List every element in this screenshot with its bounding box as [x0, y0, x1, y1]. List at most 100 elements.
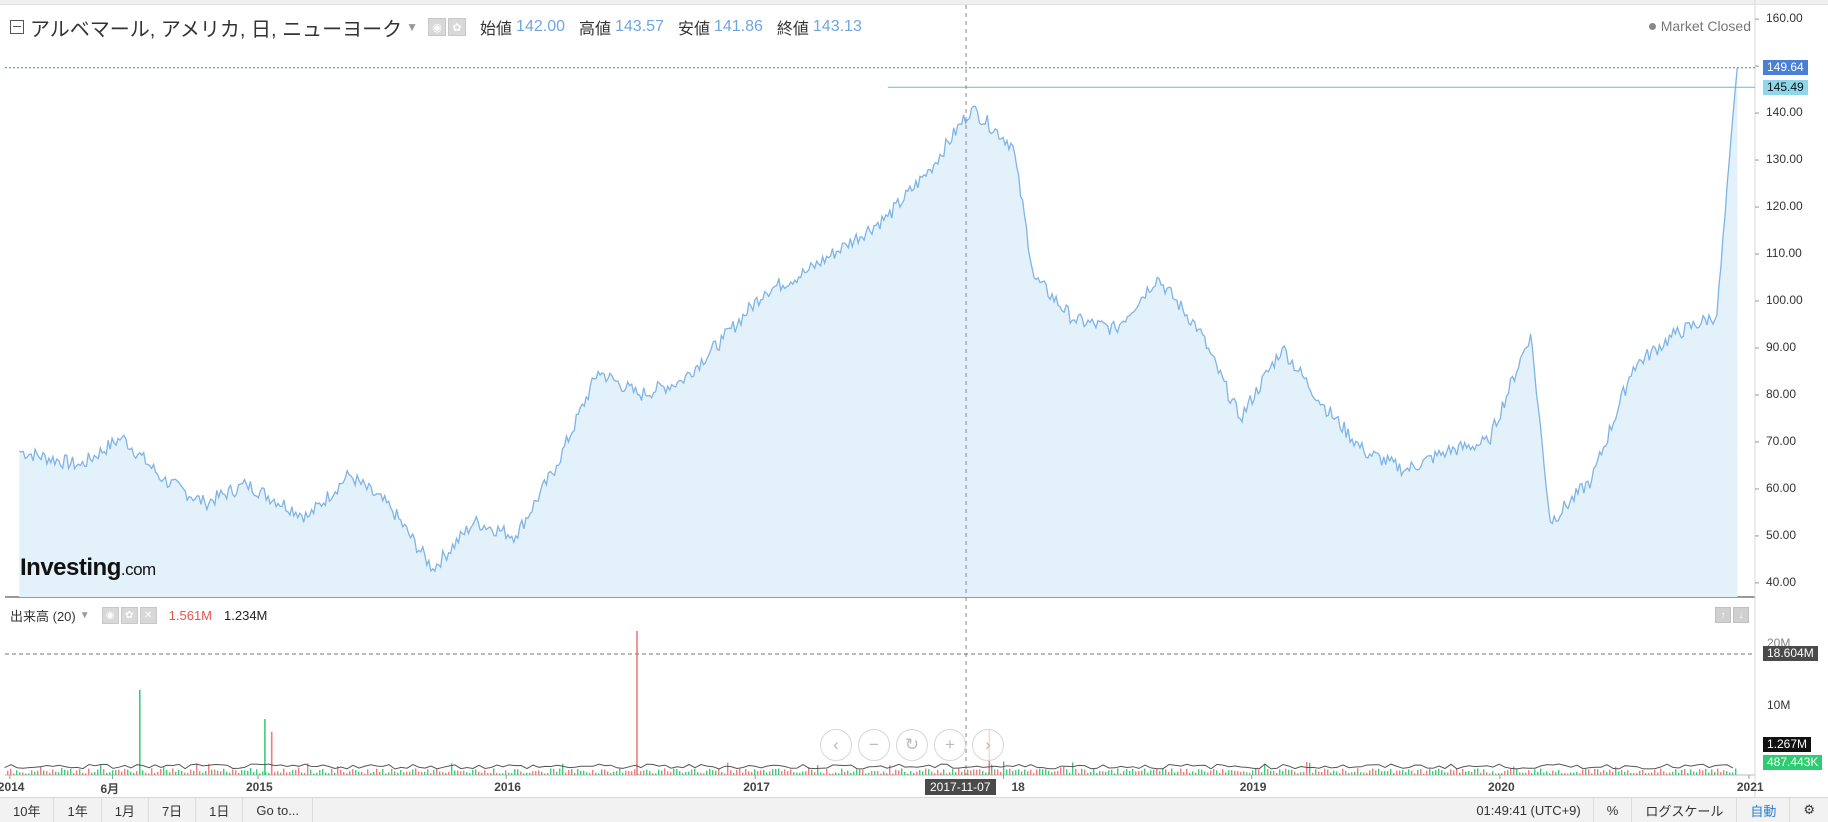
- chevron-down-icon[interactable]: ▼: [79, 610, 90, 621]
- volume-bar: [1534, 769, 1536, 775]
- volume-bar: [670, 772, 672, 775]
- percent-toggle[interactable]: %: [1594, 798, 1633, 822]
- volume-bar: [1717, 768, 1719, 775]
- volume-bar: [976, 769, 978, 775]
- arrow-down-icon[interactable]: ↓: [1733, 607, 1749, 623]
- volume-bar: [1156, 769, 1158, 775]
- volume-bar: [1096, 772, 1098, 775]
- volume-bar: [1192, 771, 1194, 775]
- volume-bar: [1681, 770, 1683, 775]
- volume-bar: [532, 771, 534, 775]
- clock-display: 01:49:41 (UTC+9): [1464, 798, 1594, 822]
- volume-bar: [640, 771, 642, 775]
- volume-bar: [196, 763, 198, 775]
- price-axis-label: 100.00: [1766, 293, 1803, 307]
- zoom-in-icon[interactable]: +: [934, 729, 966, 761]
- volume-bar: [142, 770, 144, 775]
- volume-bar: [253, 772, 255, 775]
- volume-bar: [625, 770, 627, 775]
- volume-bar: [1237, 771, 1239, 775]
- range-1m-button[interactable]: 1月: [102, 798, 149, 822]
- volume-bar: [145, 772, 147, 775]
- volume-bar: [1270, 770, 1272, 775]
- volume-bar: [1597, 769, 1599, 775]
- volume-bar: [715, 770, 717, 775]
- price-chart[interactable]: [0, 0, 1828, 797]
- auto-scale-toggle[interactable]: 自動: [1737, 798, 1791, 822]
- volume-bar: [1375, 770, 1377, 775]
- volume-bar: [808, 767, 810, 775]
- range-10y-button[interactable]: 10年: [0, 798, 55, 822]
- volume-bar: [1234, 770, 1236, 775]
- volume-bar: [1087, 772, 1089, 775]
- volume-bar: [700, 772, 702, 775]
- volume-bar: [478, 771, 480, 775]
- volume-bar: [202, 772, 204, 775]
- range-7d-button[interactable]: 7日: [149, 798, 197, 822]
- scroll-right-icon[interactable]: ›: [972, 729, 1004, 761]
- close-icon[interactable]: ✕: [139, 607, 157, 624]
- close-label: 終値: [776, 21, 809, 38]
- symbol-title[interactable]: アルベマール, アメリカ, 日, ニューヨーク: [30, 18, 403, 41]
- volume-bar: [187, 772, 189, 775]
- volume-bar: [592, 770, 594, 775]
- volume-bar: [1027, 771, 1029, 775]
- range-1d-button[interactable]: 1日: [196, 798, 244, 822]
- eye-icon[interactable]: ◉: [101, 607, 119, 624]
- settings-gear-icon[interactable]: ⚙: [1803, 802, 1815, 817]
- volume-bar: [634, 769, 636, 775]
- chevron-down-icon[interactable]: ▼: [406, 20, 419, 34]
- volume-bar: [169, 772, 171, 775]
- volume-bar: [328, 773, 330, 775]
- volume-bar: [343, 772, 345, 775]
- volume-bar: [1594, 769, 1596, 775]
- log-scale-toggle[interactable]: ログスケール: [1632, 798, 1738, 822]
- volume-bar: [1585, 769, 1587, 775]
- gear-icon[interactable]: ✿: [120, 607, 138, 624]
- volume-bar: [769, 771, 771, 775]
- goto-button[interactable]: Go to...: [243, 798, 314, 822]
- volume-bar: [1477, 768, 1479, 775]
- volume-bar: [802, 771, 804, 775]
- volume-bar: [1549, 773, 1551, 775]
- volume-bar: [1099, 771, 1101, 775]
- volume-bar: [1417, 770, 1419, 775]
- volume-bar: [1054, 771, 1056, 775]
- volume-bar: [211, 769, 213, 775]
- volume-bar: [1612, 771, 1614, 775]
- volume-value-2: 1.234M: [224, 608, 268, 623]
- volume-bar: [1480, 772, 1482, 775]
- gear-icon[interactable]: ✿: [448, 18, 467, 36]
- volume-bar: [475, 769, 477, 775]
- volume-bar: [931, 771, 933, 775]
- volume-bar: [1321, 772, 1323, 775]
- arrow-up-icon[interactable]: ↑: [1715, 607, 1731, 623]
- volume-bar: [1618, 771, 1620, 775]
- volume-bar: [10, 768, 12, 775]
- collapse-toggle-icon[interactable]: [10, 20, 24, 34]
- reset-icon[interactable]: ↻: [896, 729, 928, 761]
- volume-bar: [1345, 770, 1347, 775]
- volume-bar: [1258, 769, 1260, 775]
- volume-bar: [1012, 770, 1014, 775]
- volume-bar: [322, 769, 324, 775]
- eye-icon[interactable]: ◉: [428, 18, 447, 36]
- volume-bar: [766, 772, 768, 775]
- volume-bar: [649, 771, 651, 775]
- volume-bar: [223, 768, 225, 775]
- volume-bar: [658, 769, 660, 775]
- volume-bar: [22, 772, 24, 775]
- volume-title[interactable]: 出来高 (20): [10, 609, 76, 624]
- volume-bar: [874, 771, 876, 775]
- volume-bar: [1387, 771, 1389, 775]
- volume-bar: [1531, 773, 1533, 775]
- volume-bar: [1018, 769, 1020, 775]
- volume-bar: [961, 771, 963, 775]
- scroll-left-icon[interactable]: ‹: [820, 729, 852, 761]
- volume-bar: [1300, 772, 1302, 775]
- volume-bar: [64, 769, 66, 775]
- range-1y-button[interactable]: 1年: [54, 798, 102, 822]
- zoom-out-icon[interactable]: −: [858, 729, 890, 761]
- volume-bar: [1471, 772, 1473, 775]
- volume-bar: [487, 772, 489, 775]
